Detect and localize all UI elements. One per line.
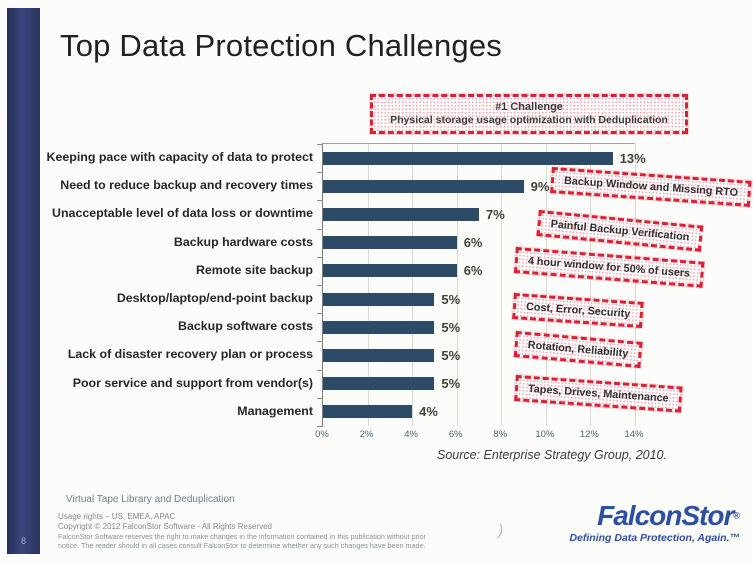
footer-usage-rights: Usage rights – US, EMEA, APAC bbox=[58, 512, 176, 521]
bar bbox=[323, 377, 435, 391]
y-axis-tick bbox=[317, 313, 323, 315]
category-label: Poor service and support from vendor(s) bbox=[72, 375, 313, 390]
gridline bbox=[635, 144, 636, 426]
y-axis-tick bbox=[317, 285, 323, 286]
category-label: Unacceptable level of data loss or downt… bbox=[52, 206, 313, 221]
challenge-callout-text: Physical storage usage optimization with… bbox=[390, 114, 668, 127]
x-tick-label: 10% bbox=[535, 429, 555, 440]
y-axis-tick bbox=[317, 256, 323, 258]
y-axis-tick bbox=[317, 144, 323, 145]
x-tick-label: 4% bbox=[404, 429, 418, 440]
category-label: Remote site backup bbox=[195, 262, 313, 277]
bar-value-label: 6% bbox=[463, 263, 483, 279]
y-axis-tick bbox=[317, 341, 323, 343]
category-label: Desktop/laptop/end-point backup bbox=[116, 291, 313, 306]
scan-artifact-mark: ) bbox=[498, 522, 504, 539]
x-tick-label: 8% bbox=[493, 429, 508, 440]
bar bbox=[323, 349, 435, 362]
bar-value-label: 5% bbox=[441, 291, 461, 307]
footer-legal-line-2: notice. The reader should in all cases c… bbox=[58, 541, 426, 550]
gridline bbox=[456, 144, 458, 426]
footer-copyright: Copyright © 2012 FalconStor Software - A… bbox=[58, 522, 272, 531]
x-tick-label: 14% bbox=[624, 429, 644, 440]
gridline bbox=[367, 144, 369, 426]
bar bbox=[323, 151, 613, 165]
bar-plot: 13% 9% 7% 6% 6% 5% 5% 5% 5% 4% bbox=[317, 143, 646, 427]
x-tick-label: 6% bbox=[448, 429, 463, 440]
bar-value-label: 7% bbox=[486, 206, 505, 222]
source-citation: Source: Enterprise Strategy Group, 2010. bbox=[437, 448, 667, 462]
y-axis-tick bbox=[317, 200, 323, 202]
gridline bbox=[501, 144, 503, 426]
bar bbox=[323, 236, 457, 250]
page-number: 8 bbox=[20, 536, 26, 546]
category-label: Backup hardware costs bbox=[173, 234, 313, 249]
y-axis-tick bbox=[317, 426, 323, 427]
y-axis-tick bbox=[317, 172, 323, 174]
bar-value-label: 6% bbox=[463, 235, 483, 251]
y-axis-tick bbox=[317, 397, 323, 399]
gridline bbox=[412, 144, 414, 426]
bar-value-label: 5% bbox=[441, 376, 461, 392]
logo-wordmark: FalconStor bbox=[597, 500, 734, 531]
registered-trademark-icon: ® bbox=[733, 510, 740, 521]
y-axis-tick bbox=[317, 228, 323, 230]
category-label: Lack of disaster recovery plan or proces… bbox=[67, 347, 313, 362]
x-tick-label: 12% bbox=[579, 429, 599, 440]
bar bbox=[323, 405, 413, 419]
category-label: Need to reduce backup and recovery times bbox=[60, 178, 313, 193]
category-label: Management bbox=[237, 403, 313, 418]
bar bbox=[323, 292, 435, 306]
x-tick-label: 0% bbox=[315, 429, 329, 440]
bar-value-label: 9% bbox=[530, 178, 550, 194]
bar-value-label: 13% bbox=[619, 150, 646, 166]
page-title: Top Data Protection Challenges bbox=[60, 28, 502, 63]
gridline bbox=[545, 144, 547, 426]
footer-legal-line-1: FalconStor Software reserves the right t… bbox=[58, 532, 426, 541]
category-labels: Keeping pace with capacity of data to pr… bbox=[42, 143, 317, 425]
bar-value-label: 5% bbox=[441, 347, 461, 363]
falconstor-logo: FalconStor® Defining Data Protection, Ag… bbox=[569, 500, 740, 545]
category-label: Backup software costs bbox=[178, 319, 313, 334]
bar bbox=[323, 208, 479, 221]
y-axis-tick bbox=[317, 369, 323, 371]
bar bbox=[323, 264, 457, 278]
x-axis-ticks: 0% 2% 4% 6% 8% 10% 12% 14% bbox=[315, 429, 643, 443]
number-one-challenge-callout: #1 Challenge Physical storage usage opti… bbox=[370, 94, 688, 134]
bar-value-label: 4% bbox=[419, 404, 438, 420]
footer-document-title: Virtual Tape Library and Deduplication bbox=[66, 494, 235, 505]
bar bbox=[323, 179, 524, 193]
challenge-callout-heading: #1 Challenge bbox=[495, 100, 563, 113]
bar-value-label: 5% bbox=[441, 319, 461, 335]
gridline bbox=[590, 144, 592, 426]
bar bbox=[323, 320, 435, 334]
x-tick-label: 2% bbox=[359, 429, 374, 440]
category-label: Keeping pace with capacity of data to pr… bbox=[46, 150, 313, 165]
sidebar-accent-bar: 8 bbox=[7, 8, 40, 554]
logo-tagline: Defining Data Protection, Again.™ bbox=[569, 532, 740, 544]
